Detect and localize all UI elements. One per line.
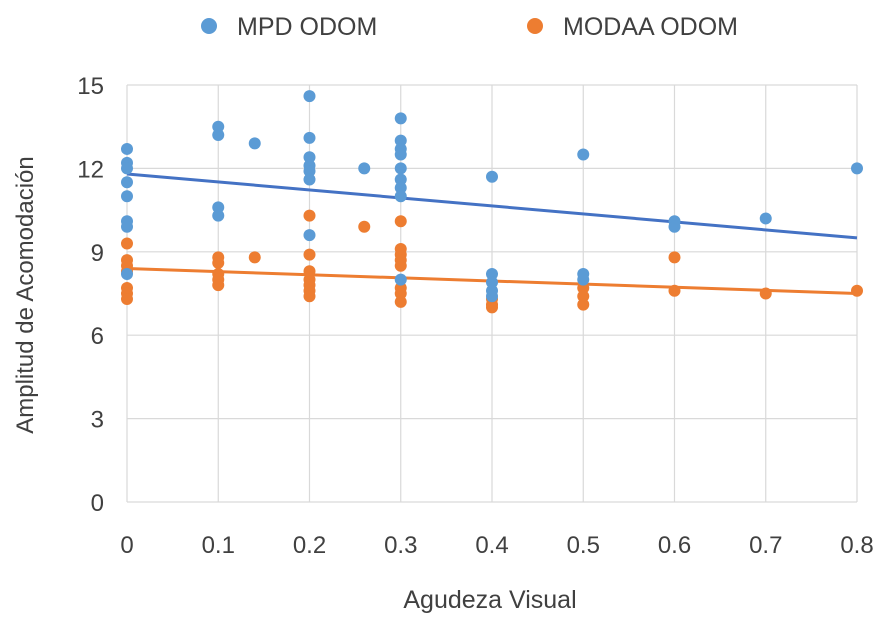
data-point-mpd-odom <box>759 212 772 225</box>
data-point-mpd-odom <box>303 90 316 103</box>
x-tick-label: 0.6 <box>658 532 691 559</box>
data-point-mpd-odom <box>212 201 225 214</box>
data-point-modaa-odom <box>668 251 681 264</box>
data-point-modaa-odom <box>358 220 371 233</box>
data-point-mpd-odom <box>212 120 225 133</box>
data-point-mpd-odom <box>121 162 133 175</box>
y-tick-labels: 0 3 6 9 12 15 <box>77 73 104 517</box>
data-point-modaa-odom <box>394 295 407 308</box>
data-point-modaa-odom <box>577 281 590 294</box>
data-point-mpd-odom <box>851 162 863 175</box>
data-point-mpd-odom <box>248 137 261 150</box>
data-point-mpd-odom <box>394 148 407 161</box>
data-point-mpd-odom <box>212 129 225 142</box>
data-point-mpd-odom <box>303 131 316 144</box>
data-point-mpd-odom <box>303 229 316 242</box>
x-tick-label: 0.2 <box>293 532 326 559</box>
data-point-mpd-odom <box>121 190 133 203</box>
data-point-mpd-odom <box>394 181 407 194</box>
data-point-mpd-odom <box>121 268 133 281</box>
data-point-modaa-odom <box>212 256 225 269</box>
trendline-mpd-odom <box>126 172 858 240</box>
data-point-mpd-odom <box>486 170 498 183</box>
data-point-mpd-odom <box>668 220 681 233</box>
data-point-modaa-odom <box>212 279 225 292</box>
data-point-mpd-odom <box>303 151 316 164</box>
data-point-mpd-odom <box>121 142 133 155</box>
data-point-modaa-odom <box>394 215 407 228</box>
data-point-modaa-odom <box>577 290 590 303</box>
data-point-modaa-odom <box>486 301 498 314</box>
data-point-modaa-odom <box>303 209 316 222</box>
data-point-modaa-odom <box>303 248 316 261</box>
data-point-mpd-odom <box>303 173 316 186</box>
y-tick-label: 0 <box>91 490 104 517</box>
data-point-mpd-odom <box>394 190 407 203</box>
data-point-mpd-odom <box>394 112 407 125</box>
x-tick-label: 0 <box>120 532 133 559</box>
data-point-mpd-odom <box>394 162 407 175</box>
y-tick-label: 12 <box>77 156 104 183</box>
data-point-modaa-odom <box>121 293 133 306</box>
data-point-mpd-odom <box>486 290 498 303</box>
y-tick-label: 6 <box>91 323 104 350</box>
legend: MPD ODOM MODAA ODOM <box>201 13 738 41</box>
data-point-mpd-odom <box>486 276 498 289</box>
data-point-modaa-odom <box>303 290 316 303</box>
x-tick-label: 0.5 <box>567 532 600 559</box>
data-point-modaa-odom <box>248 251 261 264</box>
data-point-mpd-odom <box>486 268 498 281</box>
data-point-modaa-odom <box>121 237 133 250</box>
y-tick-label: 9 <box>91 240 104 267</box>
legend-marker-mpd-odom <box>201 18 217 34</box>
x-tick-label: 0.3 <box>384 532 417 559</box>
data-point-mpd-odom <box>577 273 590 286</box>
x-tick-label: 0.7 <box>749 532 782 559</box>
data-point-modaa-odom <box>577 298 590 311</box>
y-tick-label: 3 <box>91 407 104 434</box>
x-tick-label: 0.1 <box>202 532 235 559</box>
y-axis-title: Amplitud de Acomodación <box>12 156 39 434</box>
data-point-modaa-odom <box>851 284 863 297</box>
data-point-mpd-odom <box>394 134 407 147</box>
data-point-modaa-odom <box>759 287 772 300</box>
data-point-mpd-odom <box>394 273 407 286</box>
data-point-mpd-odom <box>121 220 133 233</box>
x-axis-title: Agudeza Visual <box>403 586 576 614</box>
data-point-mpd-odom <box>358 162 371 175</box>
data-point-mpd-odom <box>212 209 225 222</box>
x-tick-labels: 0 0.1 0.2 0.3 0.4 0.5 0.6 0.7 0.8 <box>120 532 873 559</box>
data-point-mpd-odom <box>303 165 316 178</box>
data-point-mpd-odom <box>577 148 590 161</box>
x-tick-label: 0.8 <box>840 532 873 559</box>
x-tick-label: 0.4 <box>475 532 508 559</box>
data-points <box>121 90 863 314</box>
data-point-modaa-odom <box>394 259 407 272</box>
legend-marker-modaa-odom <box>527 18 543 34</box>
data-point-modaa-odom <box>394 287 407 300</box>
data-point-modaa-odom <box>303 265 316 278</box>
legend-label-mpd-odom: MPD ODOM <box>237 13 377 41</box>
data-point-mpd-odom <box>121 176 133 189</box>
legend-label-modaa-odom: MODAA ODOM <box>563 13 738 41</box>
y-tick-label: 15 <box>77 73 104 100</box>
data-point-mpd-odom <box>394 173 407 186</box>
data-point-modaa-odom <box>668 284 681 297</box>
